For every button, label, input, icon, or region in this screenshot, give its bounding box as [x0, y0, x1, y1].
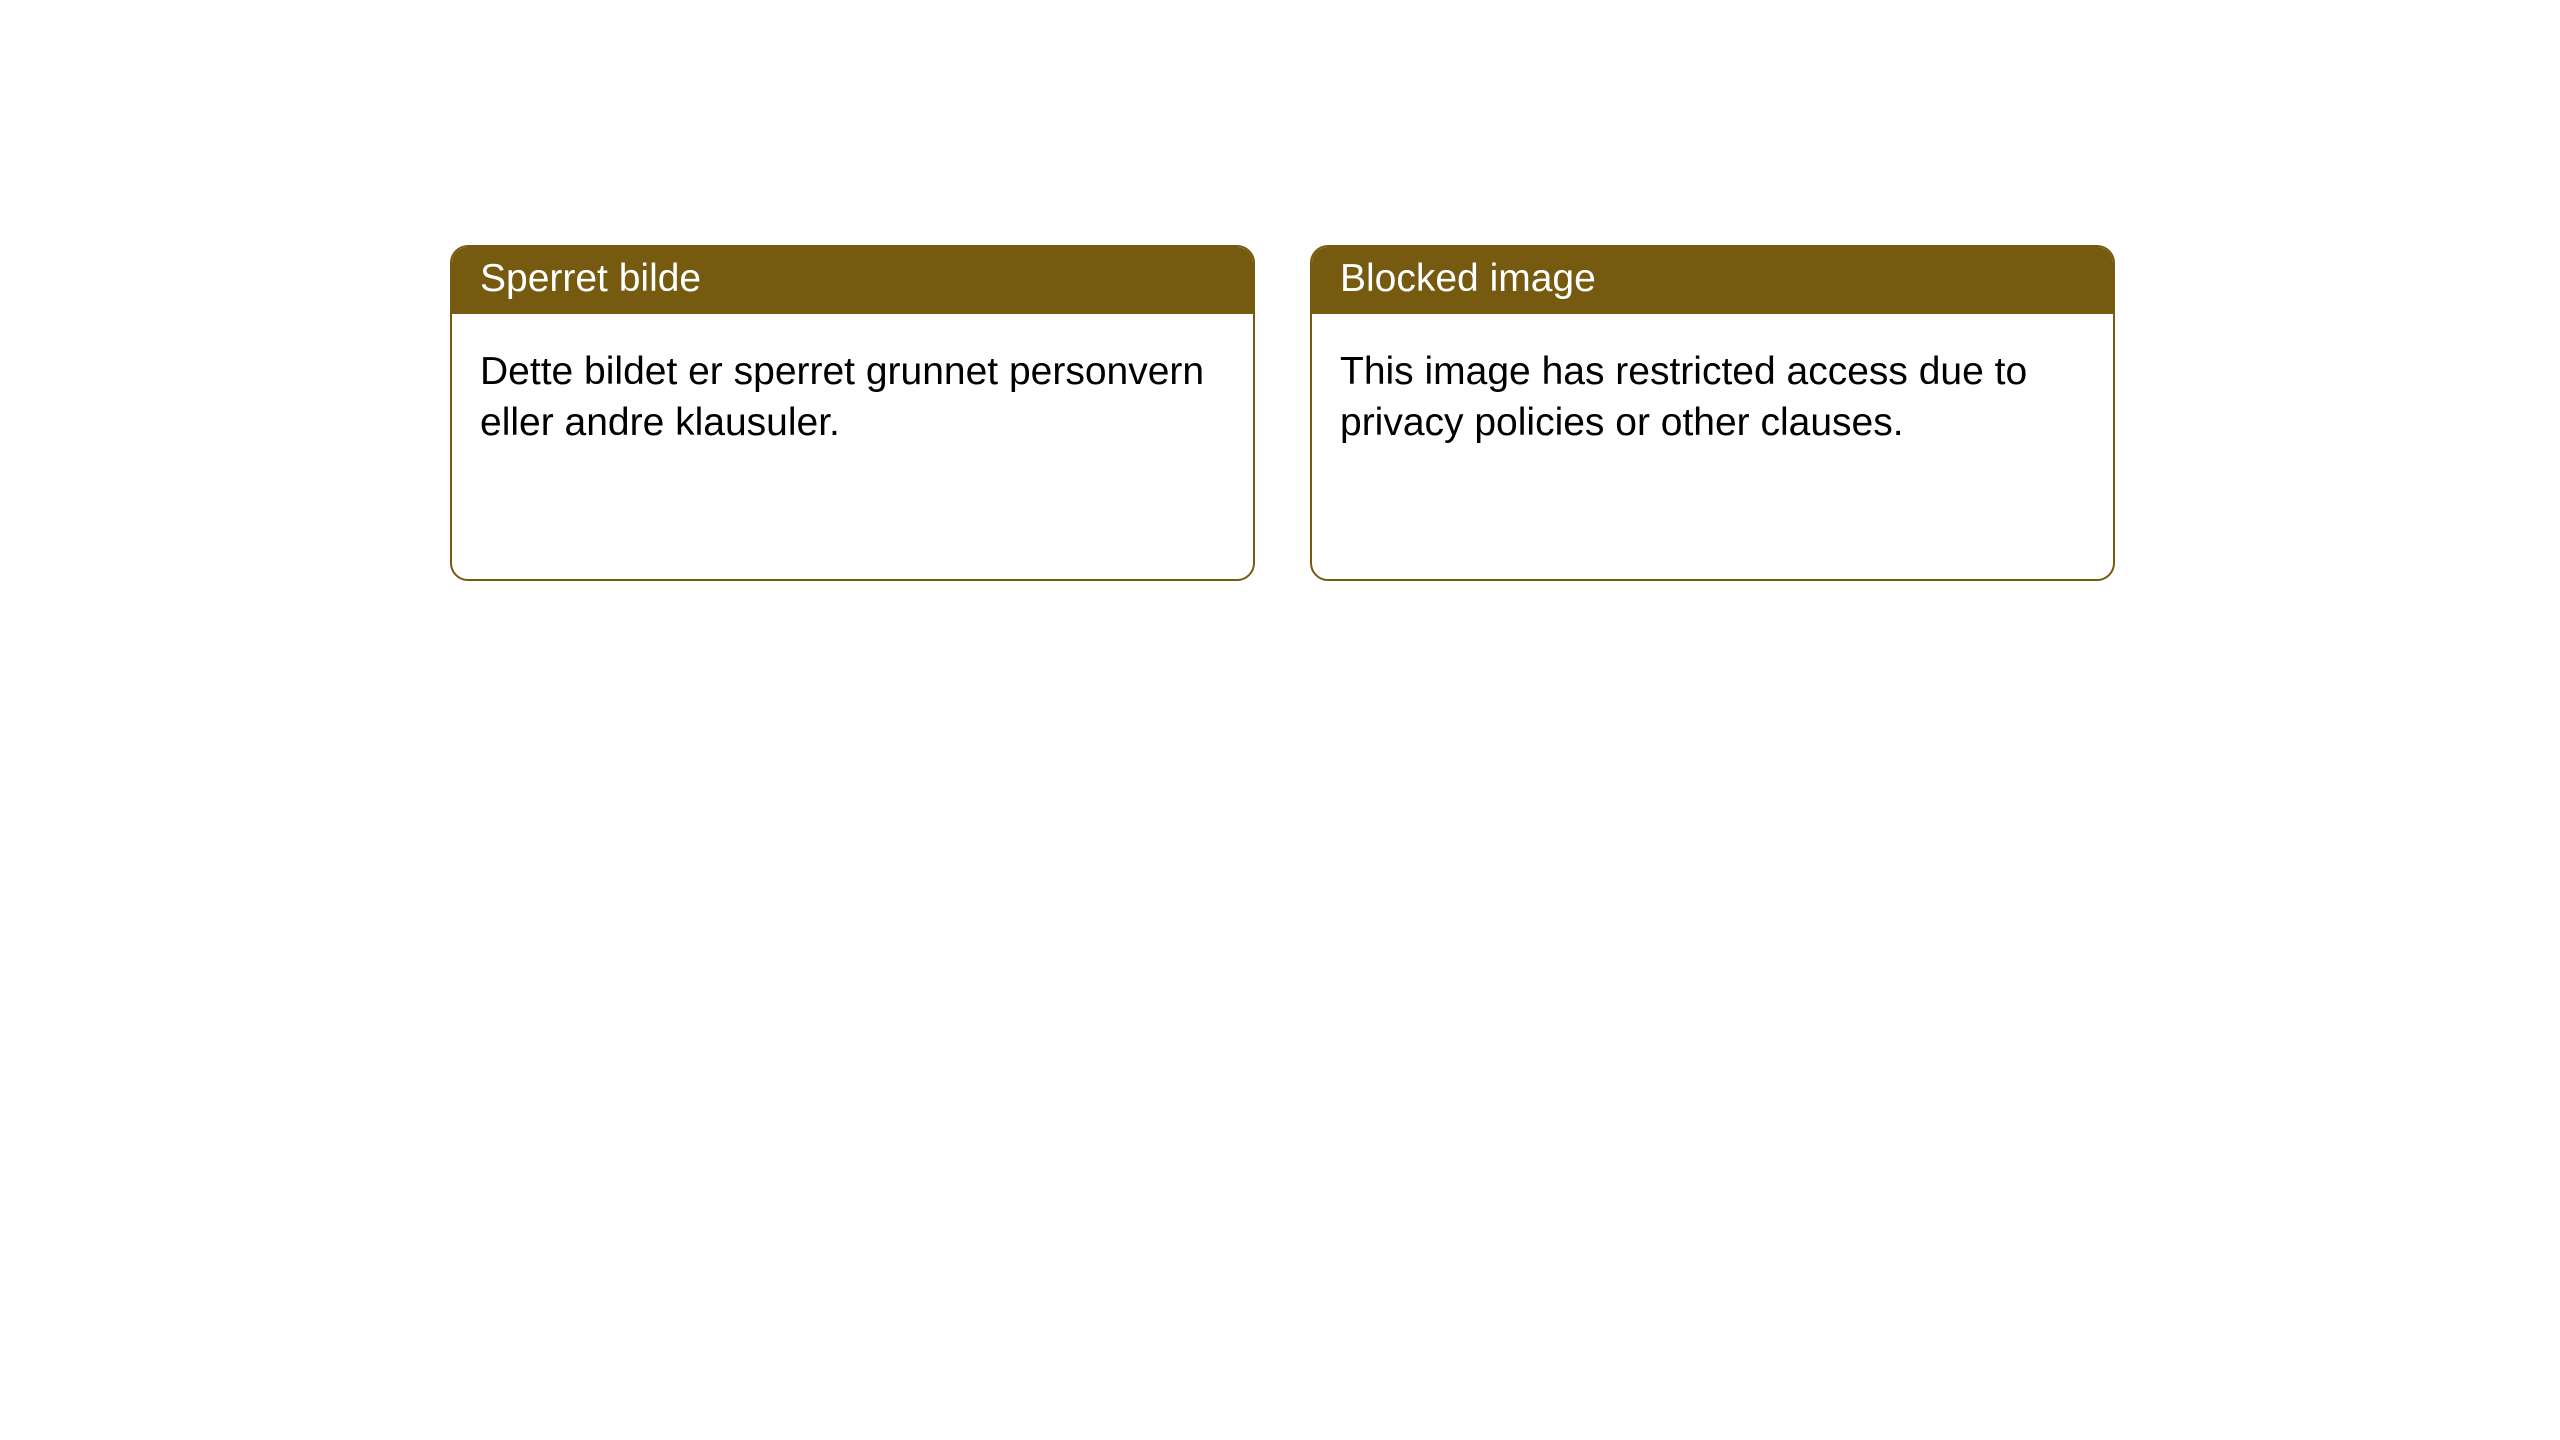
notice-card-norwegian: Sperret bilde Dette bildet er sperret gr… [450, 245, 1255, 581]
notice-container: Sperret bilde Dette bildet er sperret gr… [0, 0, 2560, 581]
card-body: This image has restricted access due to … [1312, 314, 2113, 481]
notice-card-english: Blocked image This image has restricted … [1310, 245, 2115, 581]
card-title: Sperret bilde [452, 247, 1253, 314]
card-body: Dette bildet er sperret grunnet personve… [452, 314, 1253, 481]
card-title: Blocked image [1312, 247, 2113, 314]
